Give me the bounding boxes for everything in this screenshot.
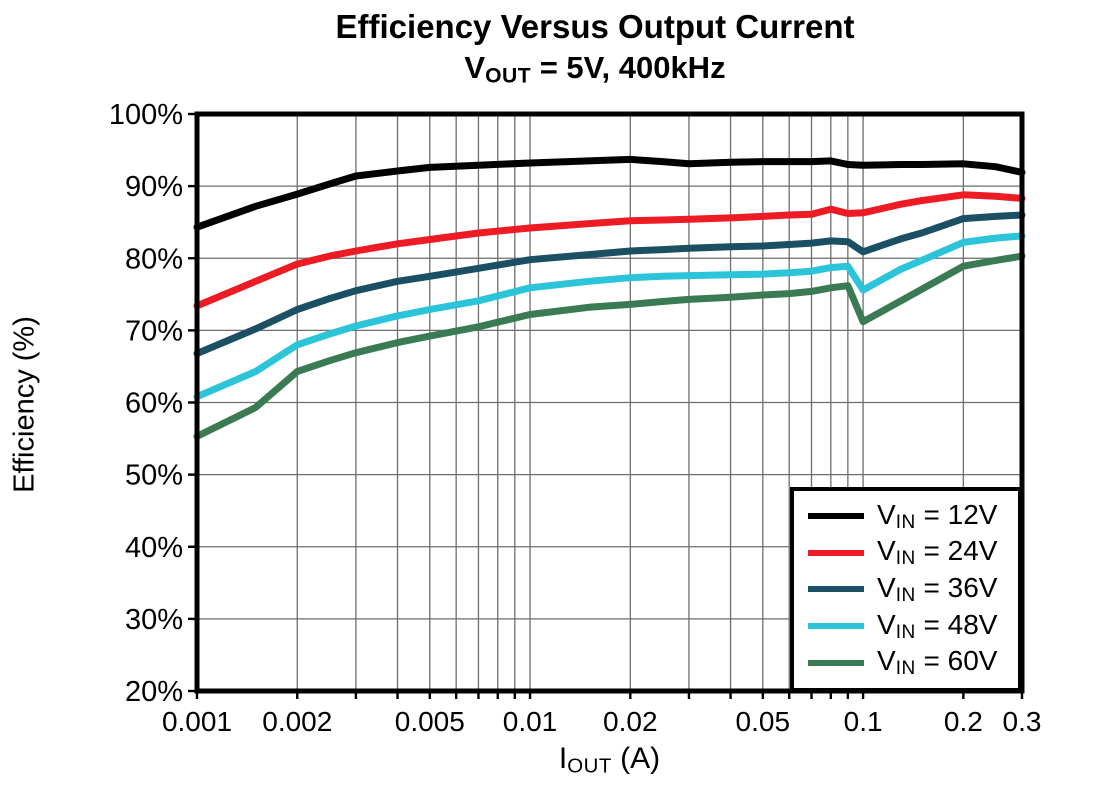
chart-subtitle: VOUT = 5V, 400kHz <box>80 50 1106 89</box>
xlabel-subscript: OUT <box>567 755 612 778</box>
x-tick-label: 0.01 <box>503 706 558 737</box>
legend-item-36v: VIN = 36V <box>808 572 1014 607</box>
legend-line-swatch-60v <box>808 659 864 666</box>
legend-item-24v: VIN = 24V <box>808 535 1014 570</box>
y-tick-label: 90% <box>125 171 183 203</box>
x-tick-label: 0.3 <box>1003 706 1042 737</box>
legend-item-60v: VIN = 60V <box>808 645 1014 680</box>
legend-label-12v: VIN = 12V <box>877 498 998 533</box>
series-vin-24v <box>193 191 1026 310</box>
y-tick-label: 60% <box>125 388 183 420</box>
legend-line-swatch-36v <box>808 586 864 593</box>
legend-label-36v: VIN = 36V <box>877 571 998 607</box>
x-axis-title: IOUT (A) <box>197 742 1022 778</box>
xlabel-symbol: I <box>558 742 568 775</box>
legend: VIN = 12V VIN = 24V VIN = 36V VIN = 48V … <box>790 487 1022 692</box>
legend-label-24v: VIN = 24V <box>877 535 998 570</box>
legend-label-60v: VIN = 60V <box>877 645 998 680</box>
y-tick-label: 20% <box>125 676 183 708</box>
y-tick-label: 70% <box>125 315 183 347</box>
x-tick-label: 0.02 <box>603 706 658 737</box>
x-tick-label: 0.1 <box>844 706 883 737</box>
legend-line-swatch-12v <box>808 513 864 520</box>
series-vin-36v <box>193 211 1026 357</box>
x-tick-label: 0.002 <box>262 706 332 737</box>
series-vin-48v <box>193 232 1026 401</box>
x-tick-label: 0.05 <box>736 706 791 737</box>
xlabel-unit: (A) <box>611 742 661 775</box>
legend-item-12v: VIN = 12V <box>808 499 1014 534</box>
legend-line-swatch-48v <box>808 623 864 630</box>
legend-label-48v: VIN = 48V <box>877 608 998 643</box>
y-tick-label: 80% <box>125 243 183 275</box>
y-tick-label: 40% <box>125 532 183 564</box>
y-tick-label: 30% <box>125 604 183 636</box>
y-tick-label: 100% <box>109 99 183 131</box>
series-vin-12v <box>193 155 1026 231</box>
x-tick-label: 0.2 <box>944 706 983 737</box>
subtitle-value: = 5V, 400kHz <box>531 49 726 85</box>
series-vin-60v <box>193 252 1026 440</box>
legend-item-48v: VIN = 48V <box>808 609 1014 644</box>
chart-header: Efficiency Versus Output Current VOUT = … <box>80 8 1106 89</box>
legend-line-swatch-24v <box>808 549 864 556</box>
x-tick-label: 0.001 <box>162 706 232 737</box>
subtitle-symbol: V <box>464 49 486 85</box>
subtitle-subscript: OUT <box>485 64 532 88</box>
chart-title: Efficiency Versus Output Current <box>335 8 855 45</box>
y-tick-label: 50% <box>125 460 183 492</box>
x-tick-label: 0.005 <box>395 706 465 737</box>
